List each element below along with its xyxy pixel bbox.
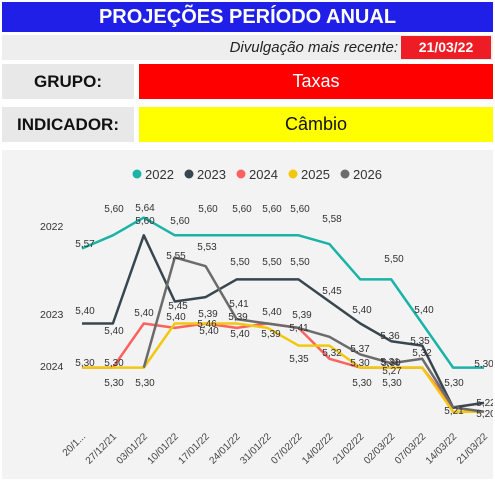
- data-label: 5,30: [352, 378, 372, 389]
- data-label: 5,57: [75, 239, 95, 250]
- legend-marker-2024: [236, 169, 246, 179]
- data-label: 5,39: [228, 312, 248, 323]
- data-label: 5,40: [75, 306, 95, 317]
- data-label: 5,30: [350, 358, 370, 369]
- data-label: 5,40: [230, 329, 250, 340]
- data-label: 5,40: [104, 326, 124, 337]
- series-line-2025: [82, 322, 484, 414]
- data-label: 5,40: [352, 305, 372, 316]
- data-label: 5,41: [289, 323, 309, 334]
- legend-label-2022: 2022: [145, 167, 174, 182]
- row-label-2024: 2024: [40, 361, 64, 373]
- data-label: 5,40: [166, 312, 186, 323]
- x-tick-label: 21/02/22: [331, 431, 367, 467]
- data-label: 5,50: [290, 257, 310, 268]
- series-line-2026: [142, 256, 485, 414]
- data-label: 5,60: [198, 204, 218, 215]
- x-tick-label: 31/01/22: [238, 431, 274, 467]
- data-label: 5,32: [322, 348, 342, 359]
- x-tick-label: 02/03/22: [362, 431, 398, 467]
- x-tick-label: 07/03/22: [393, 431, 429, 467]
- legend-label-2024: 2024: [249, 167, 278, 182]
- data-label: 5,27: [382, 366, 402, 377]
- data-label: 5,45: [168, 301, 188, 312]
- data-label: 5,31: [380, 357, 400, 368]
- data-label: 5,30: [75, 358, 95, 369]
- data-label: 5,30: [474, 359, 493, 370]
- indicador-label: INDICADOR:: [2, 107, 134, 142]
- data-label: 5,30: [104, 378, 124, 389]
- indicador-selector[interactable]: Câmbio: [139, 107, 493, 142]
- data-label: 5,40: [199, 326, 219, 337]
- x-tick-label: 10/01/22: [146, 431, 182, 467]
- data-label: 5,64: [135, 203, 155, 214]
- x-tick-label: 14/03/22: [424, 431, 460, 467]
- data-label: 5,21: [444, 406, 464, 417]
- data-label: 5,39: [261, 329, 281, 340]
- x-tick-label: 27/12/21: [84, 431, 120, 467]
- page-title: PROJEÇÕES PERÍODO ANUAL: [2, 2, 493, 32]
- series-line-2023: [82, 234, 485, 409]
- line-chart-panel: 2022 2023 2024 2025 2026 2022 2023 2024 5,57 5,60…: [2, 150, 493, 479]
- line-chart: 2022 2023 2024 2025 2026 2022 2023 2024 5,57 5,60…: [40, 167, 493, 467]
- data-label: 5,60: [104, 204, 124, 215]
- data-label: 5,45: [322, 286, 342, 297]
- data-label: 5,30: [444, 378, 464, 389]
- x-tick-label: 17/01/22: [177, 431, 213, 467]
- series-line-2022: [81, 216, 484, 369]
- data-label: 5,40: [262, 307, 282, 318]
- data-label: 5,35: [289, 354, 309, 365]
- data-label: 5,30: [104, 358, 124, 369]
- data-label: 5,30: [135, 378, 155, 389]
- data-label: 5,37: [350, 344, 370, 355]
- legend-label-2026: 2026: [353, 167, 382, 182]
- legend-label-2023: 2023: [197, 167, 226, 182]
- data-label: 5,40: [414, 305, 434, 316]
- data-label: 5,36: [380, 331, 400, 342]
- data-label: 5,46: [197, 319, 217, 330]
- legend-label-2025: 2025: [301, 167, 330, 182]
- data-label: 5,60: [290, 204, 310, 215]
- x-tick-label: 20/1...: [61, 431, 88, 458]
- legend-marker-2023: [184, 169, 194, 179]
- data-label: 5,22: [476, 398, 493, 409]
- row-label-2022: 2022: [40, 221, 64, 233]
- data-label: 5,39: [198, 309, 218, 320]
- data-label: 5,40: [134, 308, 154, 319]
- data-label: 5,30: [382, 378, 402, 389]
- publication-date: 21/03/22: [401, 36, 491, 59]
- publication-row: Divulgação mais recente: 21/03/22: [2, 35, 493, 60]
- data-label: 5,55: [166, 251, 186, 262]
- data-label: 5,60: [232, 204, 252, 215]
- x-tick-label: 03/01/22: [115, 431, 151, 467]
- data-label: 5,50: [384, 254, 404, 265]
- x-tick-label: 07/02/22: [269, 431, 305, 467]
- grupo-selector[interactable]: Taxas: [139, 64, 493, 99]
- x-tick-label: 21/03/22: [455, 431, 491, 467]
- x-tick-label: 24/01/22: [207, 431, 243, 467]
- publication-label: Divulgação mais recente:: [229, 39, 398, 56]
- data-label: 5,32: [412, 348, 432, 359]
- data-label: 5,60: [262, 204, 282, 215]
- data-label: 5,60: [135, 216, 155, 227]
- legend-marker-2022: [132, 169, 142, 179]
- x-tick-label: 14/02/22: [300, 431, 336, 467]
- legend-marker-2025: [288, 169, 298, 179]
- legend-marker-2026: [340, 169, 350, 179]
- data-label: 5,50: [262, 257, 282, 268]
- row-label-2023: 2023: [40, 309, 64, 321]
- data-label: 5,50: [230, 257, 250, 268]
- data-label: 5,39: [292, 310, 312, 321]
- grupo-label: GRUPO:: [2, 64, 134, 99]
- data-label: 5,53: [197, 242, 217, 253]
- data-label: 5,41: [229, 299, 249, 310]
- data-label: 5,30: [381, 358, 401, 369]
- data-label: 5,20: [476, 409, 493, 420]
- data-label: 5,58: [322, 214, 342, 225]
- data-label: 5,60: [170, 216, 190, 227]
- data-label: 5,35: [410, 336, 430, 347]
